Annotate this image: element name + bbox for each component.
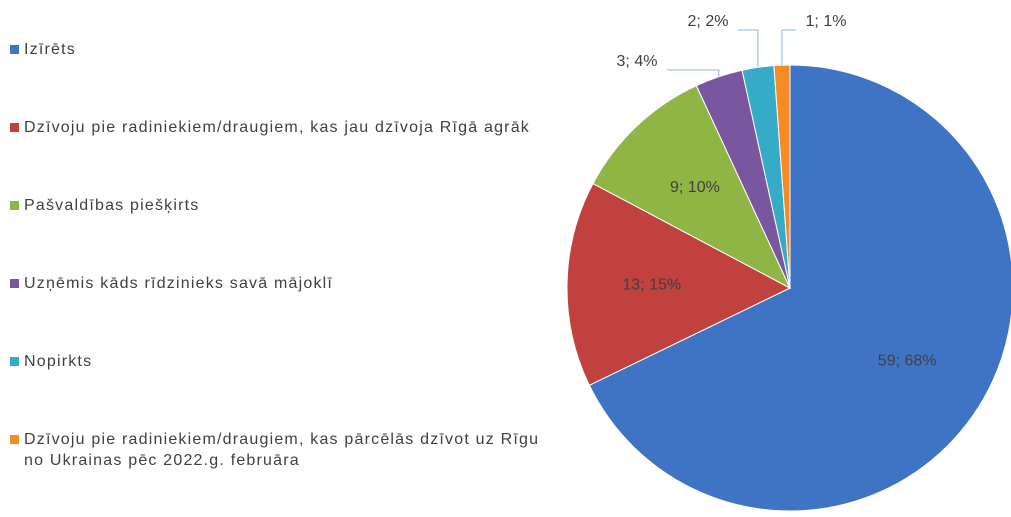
- legend-item: Dzīvoju pie radiniekiem/draugiem, kas ja…: [10, 117, 550, 138]
- pie-slice: [566, 182, 792, 386]
- legend-label: Izīrēts: [24, 40, 76, 58]
- pie-slice: [592, 84, 792, 290]
- leader-line: [667, 69, 720, 77]
- data-label: 1; 1%: [806, 13, 847, 30]
- legend-item: Nopirkts: [10, 351, 550, 372]
- data-label: 13; 15%: [622, 277, 681, 294]
- legend-item: Uzņēmis kāds rīdzinieks savā mājoklī: [10, 273, 550, 294]
- legend-swatch: [10, 200, 19, 210]
- legend-swatch: [10, 357, 19, 367]
- legend-item: Pašvaldības piešķirts: [10, 195, 550, 216]
- data-label: 2; 2%: [688, 13, 729, 30]
- legend-swatch: [10, 279, 19, 289]
- legend-item: Dzīvoju pie radiniekiem/draugiem, kas pā…: [10, 429, 550, 471]
- data-label: 9; 10%: [670, 179, 720, 196]
- legend-swatch: [10, 122, 19, 132]
- leader-line: [781, 29, 796, 66]
- legend-label: Nopirkts: [24, 353, 93, 371]
- legend-swatch: [10, 435, 19, 445]
- legend-swatch: [10, 44, 19, 54]
- legend-label: Dzīvoju pie radiniekiem/draugiem, kas pā…: [24, 431, 540, 470]
- legend: Izīrēts Dzīvoju pie radiniekiem/draugiem,…: [10, 10, 550, 500]
- legend-item: Izīrēts: [10, 39, 550, 60]
- leader-line: [738, 29, 759, 68]
- pie-slice: [588, 64, 1011, 512]
- data-label: 59; 68%: [878, 353, 937, 370]
- legend-label: Uzņēmis kāds rīdzinieks savā mājoklī: [24, 275, 334, 293]
- legend-label: Dzīvoju pie radiniekiem/draugiem, kas ja…: [24, 118, 530, 136]
- data-label: 3; 4%: [617, 53, 658, 70]
- legend-label: Pašvaldības piešķirts: [24, 196, 200, 214]
